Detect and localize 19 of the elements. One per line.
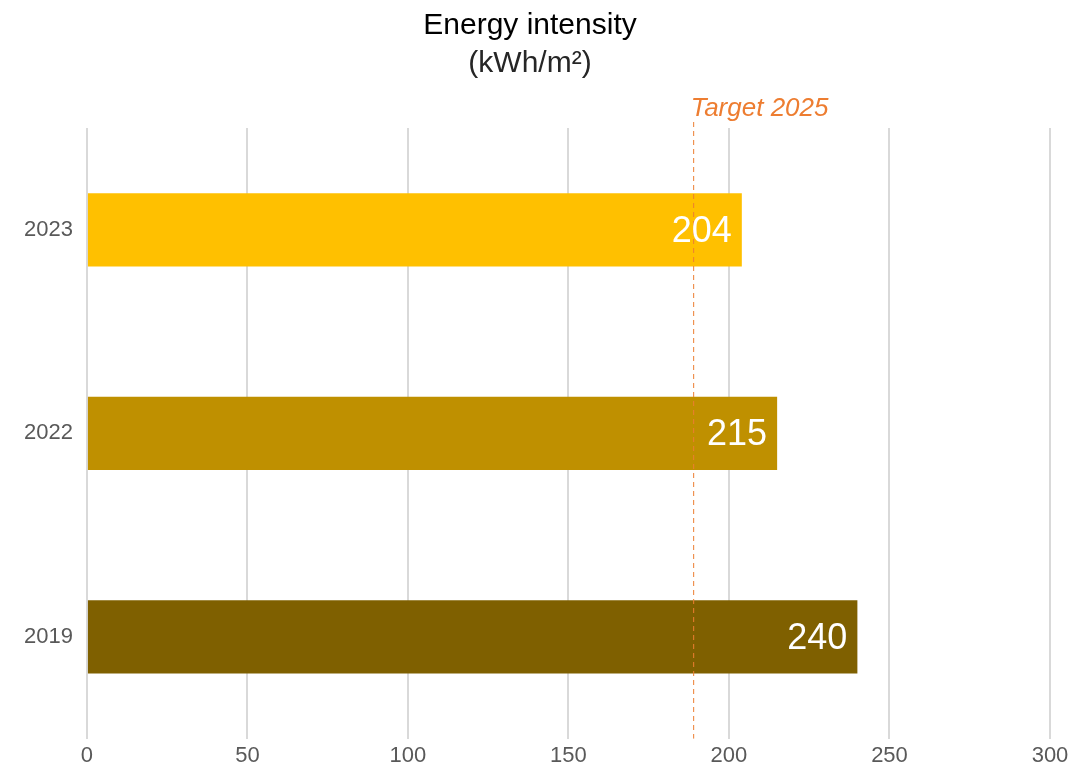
bar [87,193,742,267]
data-label: 215 [707,412,768,454]
x-tick-label: 200 [710,741,748,767]
bar [87,396,778,470]
ref-line-label: Target 2025 [690,92,830,123]
y-tick-label: 2023 [23,215,73,241]
x-tick-label: 50 [235,741,260,767]
chart-title: Energy intensity [423,7,637,41]
x-tick-label: 0 [80,741,94,767]
y-tick-label: 2019 [23,622,73,648]
y-tick-label: 2022 [23,419,73,445]
chart-subtitle: (kWh/m²) [468,45,592,79]
data-label: 204 [671,208,732,250]
x-tick-label: 250 [871,741,908,767]
x-tick-label: 150 [550,741,587,767]
bar [87,600,858,674]
x-tick-label: 300 [1031,741,1069,767]
data-label: 240 [787,615,848,657]
x-tick-label: 100 [389,741,427,767]
